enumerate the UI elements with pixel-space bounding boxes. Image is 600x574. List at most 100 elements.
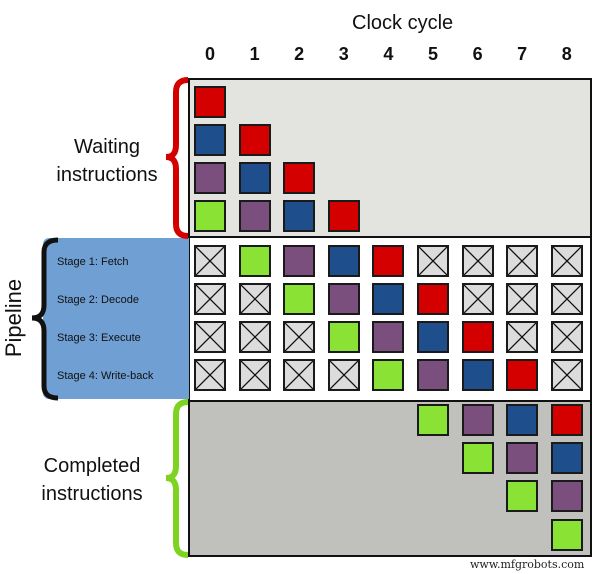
cross-icon bbox=[552, 322, 582, 352]
completed-label: Completed instructions bbox=[22, 452, 162, 508]
completed-label-line: Completed bbox=[43, 455, 141, 477]
pipeline-instruction-red bbox=[372, 245, 405, 277]
waiting-label-line: Waiting bbox=[74, 136, 140, 158]
cross-icon bbox=[240, 284, 270, 314]
cross-icon bbox=[284, 322, 314, 352]
waiting-instruction-green bbox=[194, 200, 226, 232]
completed-bracket bbox=[165, 399, 189, 558]
pipeline-instruction-purple bbox=[417, 359, 449, 391]
completed-instruction-blue bbox=[506, 404, 539, 436]
waiting-label-line: instructions bbox=[56, 164, 158, 186]
cross-icon bbox=[552, 284, 582, 314]
diagram-title: Clock cycle bbox=[352, 12, 454, 34]
cycle-number: 8 bbox=[561, 44, 572, 64]
pipeline-empty-cell bbox=[550, 321, 583, 353]
pipeline-instruction-blue bbox=[417, 321, 449, 353]
stage-label: Stage 2: Decode bbox=[57, 294, 139, 306]
pipeline-label: Pipeline bbox=[1, 278, 26, 358]
pipeline-empty-cell bbox=[506, 283, 539, 315]
pipeline-empty-cell bbox=[506, 245, 539, 277]
waiting-instruction-red bbox=[238, 124, 271, 156]
cross-icon bbox=[507, 284, 537, 314]
pipeline-empty-cell bbox=[238, 283, 271, 315]
watermark: www.mfgrobots.com bbox=[470, 558, 585, 571]
completed-instruction-green bbox=[417, 404, 449, 436]
waiting-instruction-red bbox=[327, 200, 360, 232]
completed-instruction-purple bbox=[461, 404, 494, 436]
completed-instruction-red bbox=[550, 404, 583, 436]
pipeline-instruction-green bbox=[372, 359, 405, 391]
cycle-number: 3 bbox=[338, 44, 349, 64]
pipeline-empty-cell bbox=[194, 283, 226, 315]
waiting-instruction-blue bbox=[194, 124, 226, 156]
completed-label-line: instructions bbox=[41, 483, 143, 505]
pipeline-empty-cell bbox=[238, 321, 271, 353]
waiting-instruction-blue bbox=[283, 200, 316, 232]
pipeline-instruction-green bbox=[238, 245, 271, 277]
cross-icon bbox=[284, 360, 314, 390]
cross-icon bbox=[507, 246, 537, 276]
stage-labels-box: Stage 1: Fetch Stage 2: Decode Stage 3: … bbox=[43, 238, 189, 399]
pipeline-instruction-green bbox=[327, 321, 360, 353]
pipeline-empty-cell bbox=[506, 321, 539, 353]
completed-instruction-green bbox=[506, 480, 539, 512]
pipeline-empty-cell bbox=[194, 245, 226, 277]
waiting-label: Waiting instructions bbox=[52, 133, 162, 189]
pipeline-instruction-red bbox=[506, 359, 539, 391]
waiting-instruction-red bbox=[194, 86, 226, 118]
pipeline-empty-cell bbox=[550, 245, 583, 277]
pipeline-bracket bbox=[31, 237, 59, 401]
waiting-instruction-purple bbox=[194, 162, 226, 194]
completed-instruction-blue bbox=[550, 442, 583, 474]
pipeline-instruction-red bbox=[461, 321, 494, 353]
pipeline-empty-cell bbox=[194, 359, 226, 391]
waiting-bracket bbox=[165, 77, 189, 239]
waiting-instruction-purple bbox=[238, 200, 271, 232]
stage-label: Stage 4: Write-back bbox=[57, 370, 154, 382]
pipeline-instruction-red bbox=[417, 283, 449, 315]
cycle-number: 7 bbox=[517, 44, 528, 64]
waiting-instruction-red bbox=[283, 162, 316, 194]
waiting-instruction-blue bbox=[238, 162, 271, 194]
cross-icon bbox=[195, 284, 225, 314]
pipeline-instruction-purple bbox=[327, 283, 360, 315]
cycle-number: 0 bbox=[204, 44, 215, 64]
completed-instruction-purple bbox=[506, 442, 539, 474]
completed-instruction-green bbox=[550, 519, 583, 551]
cross-icon bbox=[463, 246, 493, 276]
cycle-number: 2 bbox=[294, 44, 305, 64]
cross-icon bbox=[552, 360, 582, 390]
pipeline-empty-cell bbox=[283, 359, 316, 391]
pipeline-empty-cell bbox=[550, 359, 583, 391]
cross-icon bbox=[195, 246, 225, 276]
pipeline-instruction-purple bbox=[372, 321, 405, 353]
pipeline-empty-cell bbox=[417, 245, 449, 277]
pipeline-instruction-purple bbox=[283, 245, 316, 277]
cross-icon bbox=[195, 322, 225, 352]
cross-icon bbox=[418, 246, 448, 276]
stage-label: Stage 1: Fetch bbox=[57, 256, 129, 268]
pipeline-instruction-blue bbox=[327, 245, 360, 277]
pipeline-empty-cell bbox=[550, 283, 583, 315]
pipeline-empty-cell bbox=[461, 283, 494, 315]
cross-icon bbox=[329, 360, 359, 390]
pipeline-empty-cell bbox=[461, 245, 494, 277]
pipeline-empty-cell bbox=[238, 359, 271, 391]
cross-icon bbox=[240, 322, 270, 352]
cycle-number: 6 bbox=[472, 44, 483, 64]
cross-icon bbox=[463, 284, 493, 314]
cycle-number: 5 bbox=[427, 44, 438, 64]
cycle-number: 4 bbox=[383, 44, 394, 64]
pipeline-empty-cell bbox=[194, 321, 226, 353]
pipeline-instruction-green bbox=[283, 283, 316, 315]
cross-icon bbox=[507, 322, 537, 352]
cross-icon bbox=[195, 360, 225, 390]
completed-instruction-purple bbox=[550, 480, 583, 512]
pipeline-empty-cell bbox=[283, 321, 316, 353]
pipeline-empty-cell bbox=[327, 359, 360, 391]
cycle-number: 1 bbox=[249, 44, 260, 64]
stage-label: Stage 3: Execute bbox=[57, 332, 141, 344]
cross-icon bbox=[552, 246, 582, 276]
